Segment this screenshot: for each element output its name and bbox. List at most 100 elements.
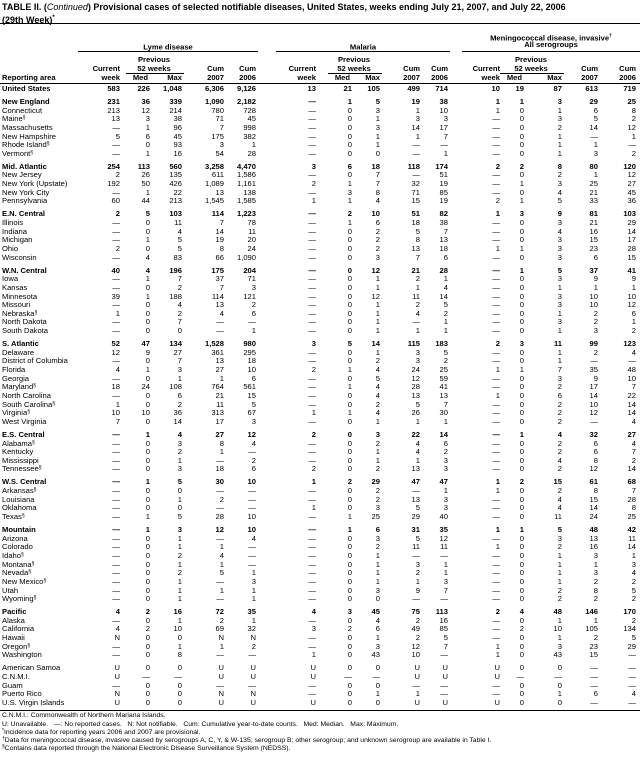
table-cell: 4	[177, 226, 182, 236]
table-cell: 1,528	[204, 339, 224, 349]
table-cell: —	[412, 550, 420, 560]
table-cell: 6	[593, 438, 598, 448]
table-cell: 16	[439, 615, 448, 625]
table-cell: 134	[169, 339, 182, 349]
table-cell: 0	[145, 447, 150, 457]
table-cell: —	[112, 447, 120, 457]
table-cell: 0	[519, 131, 524, 141]
table-cell: 14	[411, 122, 420, 132]
week-label: week	[297, 73, 316, 82]
table-cell: 2	[347, 624, 352, 634]
table-cell: 105	[585, 624, 598, 634]
table-cell: 81	[589, 209, 598, 219]
table-cell: —	[216, 503, 224, 513]
table-cell: 19	[411, 96, 420, 106]
footnote: §Contains data reported through the Nati…	[2, 745, 290, 753]
table-cell: 0	[519, 503, 524, 513]
table-cell: 1	[347, 408, 352, 418]
table-cell: 1	[519, 196, 524, 206]
table-cell: —	[590, 671, 598, 681]
table-cell: 51	[411, 209, 420, 219]
table-cell: 23	[589, 243, 598, 253]
table-cell: 108	[169, 382, 182, 392]
table-cell: 1	[375, 559, 380, 569]
meningococcal-header: Meningococcal disease, invasive†	[462, 32, 640, 43]
table-cell: 38	[173, 114, 182, 124]
table-cell: 52	[111, 339, 120, 349]
table-cell: 1	[557, 550, 562, 560]
title-week: (29th Week)	[2, 14, 53, 25]
table-cell: —	[492, 408, 500, 418]
table-cell: 8	[219, 243, 224, 253]
table-cell: 7	[443, 585, 448, 595]
reporting-area: Alabama§	[2, 439, 35, 449]
table-cell: 0	[347, 568, 352, 578]
title-prefix: TABLE II. (	[2, 2, 47, 12]
table-cell: —	[492, 317, 500, 327]
table-cell: 0	[177, 326, 182, 336]
reporting-area: Massachusetts	[2, 123, 53, 133]
table-cell: 4	[631, 438, 636, 448]
table-cell: 2	[311, 365, 316, 374]
table-row: California 4 2 10 69 32 3 2 6 49 85—2 10 105 134	[0, 625, 640, 634]
table-cell: 2	[177, 568, 182, 578]
table-cell: 3	[443, 576, 448, 586]
table-cell: 1	[177, 373, 182, 383]
reporting-area: Alaska	[2, 616, 25, 626]
table-cell: 1	[557, 615, 562, 625]
reporting-area: Washington	[2, 651, 42, 660]
table-cell: 0	[347, 576, 352, 586]
table-row: Missouri —0 4 13 2—0 1 2 5—0 3 10 12	[0, 300, 640, 310]
table-row: New Mexico§ — 0 1 — 3 — 0 1 1 3 — 0 1 2 2	[0, 576, 640, 587]
table-cell: 2	[557, 416, 562, 426]
table-cell: 7	[219, 122, 224, 132]
table-cell: 0	[519, 559, 524, 569]
table-cell: 45	[371, 607, 380, 617]
table-cell: 118	[407, 161, 420, 171]
table-cell: 0	[145, 568, 150, 578]
table-cell: 18	[215, 464, 224, 474]
table-cell: 0	[519, 122, 524, 132]
table-cell: 1	[557, 356, 562, 366]
table-cell: 7	[177, 317, 182, 327]
footnote-text: Incidence data for reporting years 2006 …	[3, 729, 201, 737]
table-cell: 49	[411, 624, 420, 634]
table-cell: 12	[627, 122, 636, 132]
table-cell: 1	[593, 170, 598, 180]
table-cell: 6	[593, 689, 598, 699]
table-cell: 75	[411, 607, 420, 617]
reporting-area: Mountain	[2, 525, 36, 535]
table-cell: 3	[557, 179, 562, 189]
table-cell: 13	[589, 533, 598, 543]
title-footnote-mark: *	[52, 14, 55, 21]
table-cell: 2	[631, 114, 636, 124]
table-cell: —	[492, 447, 500, 457]
group-rule	[462, 51, 640, 52]
table-row: Minnesota 39 1 188 114 121 — 0 12 11 14 — 0 3 10 10	[0, 292, 640, 302]
table-cell: —	[308, 615, 316, 625]
area-name: New Hampshire	[2, 131, 57, 141]
table-cell: 0	[519, 282, 524, 292]
table-cell: —	[216, 486, 224, 496]
table-cell: 2	[375, 243, 380, 253]
week-label: week	[101, 73, 120, 82]
table-cell: 3	[219, 140, 224, 150]
table-cell: 113	[435, 607, 448, 617]
table-cell: 1	[495, 390, 500, 400]
region-row: E.S. Central —1 4 27 12 2 0 3 22 14—1 4 32 27	[0, 430, 640, 440]
table-cell: 2	[415, 615, 420, 625]
table-row: Connecticut 213 12 214 780 728—0 3 1 10 1 0 1 6 8	[0, 106, 640, 116]
reporting-area: Minnesota	[2, 292, 37, 302]
table-cell: 1	[311, 650, 316, 660]
table-cell: 29	[411, 512, 420, 521]
area-name: Nebraska	[2, 308, 35, 318]
table-cell: —	[492, 382, 500, 392]
table-cell: —	[112, 542, 120, 552]
table-cell: N	[218, 633, 224, 643]
table-cell: U	[414, 671, 420, 681]
table-cell: 13	[411, 243, 420, 253]
table-cell: 0	[519, 533, 524, 543]
area-name: S. Atlantic	[2, 339, 39, 349]
table-cell: —	[412, 594, 420, 604]
table-cell: 37	[215, 274, 224, 284]
